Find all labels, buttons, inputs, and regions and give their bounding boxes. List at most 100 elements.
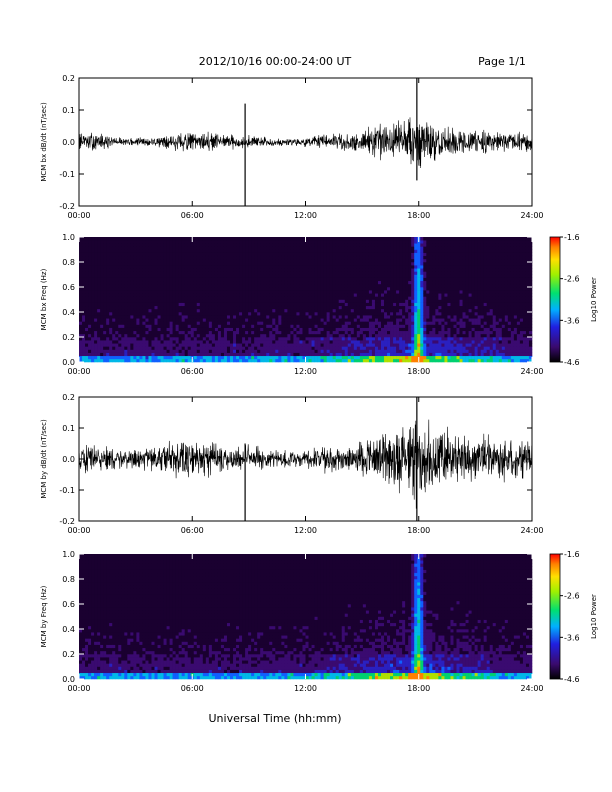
spectrogram-cell <box>399 358 403 363</box>
spectrogram-cell <box>187 287 192 291</box>
spectrogram-cell <box>124 240 128 244</box>
spectrogram-cell <box>142 277 146 282</box>
spectrogram-cell <box>154 271 158 275</box>
spectrogram-cell <box>426 287 430 291</box>
spectrogram-cell <box>356 262 361 266</box>
spectrogram-cell <box>163 330 167 335</box>
spectrogram-cell <box>260 277 264 282</box>
spectrogram-cell <box>157 352 161 357</box>
spectrogram-cell <box>196 315 201 319</box>
spectrogram-cell <box>79 258 83 263</box>
spectrogram-cell <box>133 321 137 325</box>
spectrogram-cell <box>350 265 355 269</box>
spectrogram-cell <box>405 249 409 253</box>
spectrogram-cell <box>257 280 261 285</box>
spectrogram-cell <box>130 349 134 353</box>
spectrogram-cell <box>166 293 170 297</box>
spectrogram-cell <box>236 262 240 266</box>
spectrogram-cell <box>154 346 158 350</box>
spectrogram-cell <box>226 333 231 338</box>
spectrogram-cell <box>281 302 285 307</box>
spectrogram-cell <box>133 333 137 338</box>
spectrogram-cell <box>248 308 252 313</box>
spectrogram-cell <box>429 327 433 332</box>
spectrogram-cell <box>148 262 152 266</box>
spectrogram-cell <box>381 287 385 291</box>
spectrogram-cell <box>181 252 185 257</box>
spectrogram-cell <box>214 299 219 303</box>
spectrogram-cell <box>97 237 101 241</box>
spectrogram-cell <box>302 246 306 250</box>
spectrogram-cell <box>251 271 255 275</box>
spectrogram-cell <box>390 312 394 316</box>
spectrogram-cell <box>353 258 358 263</box>
spectrogram-cell <box>233 237 237 241</box>
spectrogram-cell <box>214 243 219 247</box>
spectrogram-cell <box>118 346 122 350</box>
spectrogram-cell <box>420 352 424 357</box>
spectrogram-cell <box>239 243 243 247</box>
spectrogram-cell <box>245 255 249 260</box>
spectrogram-cell <box>344 252 349 257</box>
spectrogram-cell <box>208 293 213 297</box>
spectrogram-cell <box>154 240 158 244</box>
spectrogram-cell <box>399 302 403 307</box>
spectrogram-cell <box>311 268 315 272</box>
spectrogram-cell <box>130 299 134 303</box>
spectrogram-cell <box>208 268 213 272</box>
spectrogram-cell <box>329 243 333 247</box>
spectrogram-cell <box>254 327 258 332</box>
spectrogram-cell <box>181 340 185 344</box>
spectrogram-cell <box>350 321 355 325</box>
spectrogram-cell <box>148 340 152 344</box>
spectrogram-cell <box>184 293 189 297</box>
spectrogram-cell <box>317 249 321 253</box>
spectrogram-cell <box>359 305 364 310</box>
spectrogram-cell <box>417 312 421 316</box>
spectrogram-cell <box>371 337 376 341</box>
spectrogram-cell <box>103 252 107 257</box>
spectrogram-cell <box>311 240 315 244</box>
spectrogram-cell <box>79 355 83 360</box>
spectrogram-cell <box>399 258 403 263</box>
spectrogram-cell <box>169 280 173 285</box>
spectrogram-cell <box>335 268 340 272</box>
spectrogram-cell <box>230 271 234 275</box>
spectrogram-cell <box>399 343 403 347</box>
spectrogram-cell <box>356 287 361 291</box>
spectrogram-cell <box>169 324 173 328</box>
spectrogram-cell <box>118 352 122 357</box>
spectrogram-cell <box>356 352 361 357</box>
spectrogram-cell <box>251 296 255 300</box>
spectrogram-cell <box>432 318 436 322</box>
spectrogram-cell <box>314 299 318 303</box>
spectrogram-cell <box>374 330 379 335</box>
spectrogram-cell <box>308 312 312 316</box>
spectrogram-cell <box>299 246 303 250</box>
spectrogram-cell <box>278 277 282 282</box>
spectrogram-cell <box>160 243 164 247</box>
spectrogram-cell <box>91 330 95 335</box>
spectrogram-cell <box>233 321 237 325</box>
spectrogram-cell <box>223 262 228 266</box>
spectrogram-cell <box>106 305 110 310</box>
spectrogram-cell <box>154 287 158 291</box>
spectrogram-cell <box>217 287 222 291</box>
spectrogram-cell <box>290 265 294 269</box>
spectrogram-cell <box>423 349 427 353</box>
spectrogram-cell <box>266 280 270 285</box>
spectrogram-cell <box>85 252 89 257</box>
spectrogram-cell <box>299 255 303 260</box>
spectrogram-cell <box>269 249 273 253</box>
spectrogram-cell <box>199 315 204 319</box>
spectrogram-cell <box>148 287 152 291</box>
spectrogram-cell <box>263 265 267 269</box>
spectrogram-cell <box>127 240 131 244</box>
spectrogram-cell <box>148 343 152 347</box>
spectrogram-cell <box>332 355 336 360</box>
spectrogram-cell <box>257 324 261 328</box>
spectrogram-cell <box>233 308 237 313</box>
spectrogram-cell <box>208 296 213 300</box>
spectrogram-cell <box>305 343 309 347</box>
spectrogram-cell <box>362 268 367 272</box>
